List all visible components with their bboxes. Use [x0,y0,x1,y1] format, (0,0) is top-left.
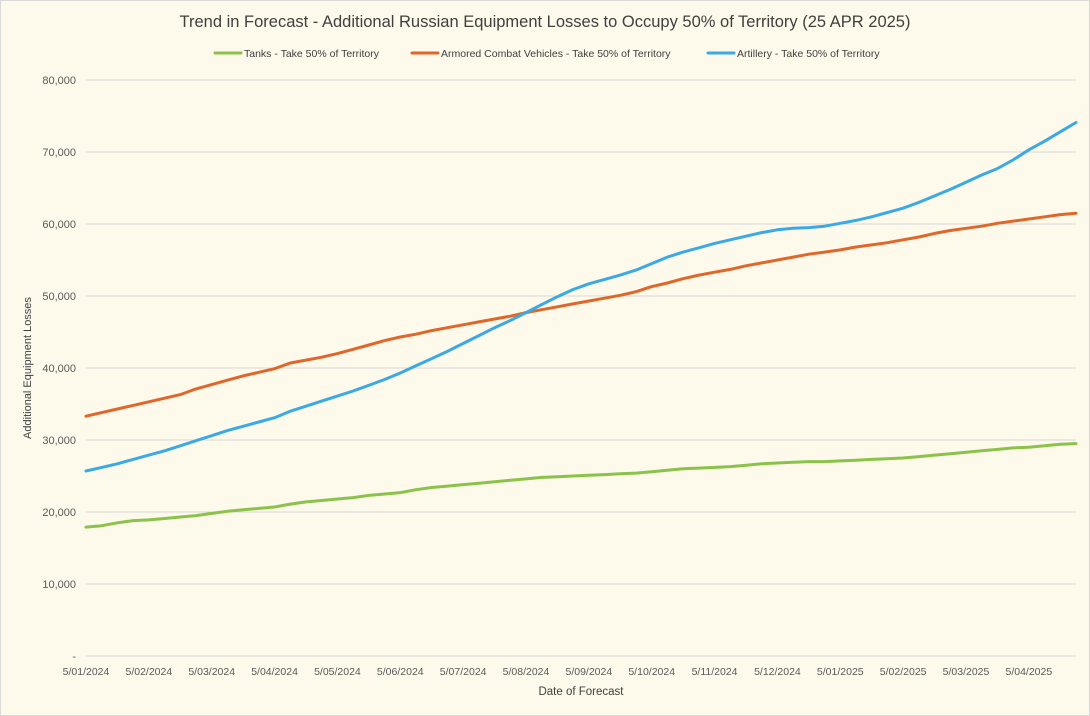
x-tick-label-7: 5/08/2024 [503,666,550,678]
gridlines [86,79,1076,657]
x-tick-label-14: 5/03/2025 [943,666,990,678]
x-tick-label-1: 5/02/2024 [125,666,172,678]
x-tick-label-0: 5/01/2024 [63,666,110,678]
y-axis-label: Additional Equipment Losses [22,297,34,439]
x-tick-label-13: 5/02/2025 [880,666,927,678]
series-line-1 [84,211,1078,418]
x-tick-label-12: 5/01/2025 [817,666,864,678]
x-tick-label-8: 5/09/2024 [565,666,612,678]
x-tick-label-4: 5/05/2024 [314,666,361,678]
y-tick-label-4: 40,000 [42,363,76,375]
x-tick-label-6: 5/07/2024 [440,666,487,678]
x-tick-label-2: 5/03/2024 [188,666,235,678]
series-line-2 [84,121,1078,473]
y-tick-label-8: 80,000 [42,75,76,87]
y-tick-label-1: 10,000 [42,579,76,591]
x-tick-label-11: 5/12/2024 [754,666,801,678]
y-tick-label-6: 60,000 [42,219,76,231]
x-tick-label-3: 5/04/2024 [251,666,298,678]
series-lines [84,121,1078,529]
x-tick-label-15: 5/04/2025 [1005,666,1052,678]
y-tick-label-5: 50,000 [42,291,76,303]
legend-label-2: Artillery - Take 50% of Territory [737,48,880,60]
y-tick-label-3: 30,000 [42,435,76,447]
x-tick-label-5: 5/06/2024 [377,666,424,678]
y-tick-label-0: - [72,651,76,663]
series-line-0 [84,442,1078,529]
y-tick-label-7: 70,000 [42,147,76,159]
legend-label-0: Tanks - Take 50% of Territory [244,48,380,60]
x-tick-label-10: 5/11/2024 [692,666,738,678]
y-tick-label-2: 20,000 [42,507,76,519]
y-axis-tick-labels: - 10,000 20,000 30,000 40,000 50,000 60,000 70,… [42,75,76,663]
legend-label-1: Armored Combat Vehicles - Take 50% of Te… [441,48,671,60]
x-tick-label-9: 5/10/2024 [628,666,675,678]
x-axis-label: Date of Forecast [538,686,624,698]
legend: Tanks - Take 50% of Territory Armored Com… [213,48,880,60]
x-axis-tick-labels: 5/01/2024 5/02/2024 5/03/2024 5/04/2024 5/05… [63,666,1053,678]
chart-title: Trend in Forecast - Additional Russian E… [180,13,911,31]
